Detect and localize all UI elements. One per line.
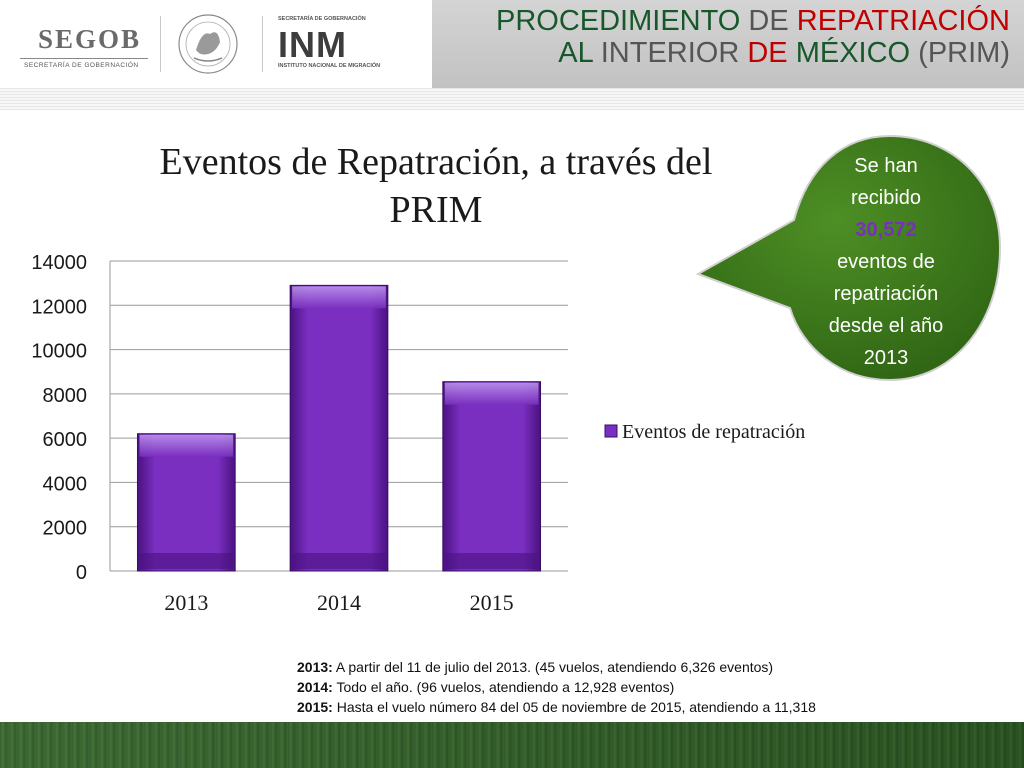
logo-divider xyxy=(160,16,161,72)
slide-title-segment: AL xyxy=(558,37,601,69)
segob-logo-subtitle: SECRETARÍA DE GOBERNACIÓN xyxy=(24,62,139,69)
callout-line: Se han xyxy=(854,155,918,177)
segob-logo: SEGOB SECRETARÍA DE GOBERNACIÓN xyxy=(20,18,150,70)
footer-band xyxy=(0,722,1024,768)
inm-logo-top: SECRETARÍA DE GOBERNACIÓN xyxy=(278,16,366,22)
slide-title-segment: DE xyxy=(748,5,797,37)
chart-title: Eventos de Repatración, a través del PRIM xyxy=(160,141,713,231)
y-tick-label: 2000 xyxy=(43,518,88,540)
header-stripe xyxy=(0,88,1024,110)
callout-line: desde el año xyxy=(828,315,944,337)
header: SEGOB SECRETARÍA DE GOBERNACIÓN SECRETAR… xyxy=(0,0,1024,88)
bar-group xyxy=(136,433,236,572)
bar-chart: Eventos de Repatración, a través del PRIM… xyxy=(31,141,805,615)
bar-base-shade xyxy=(292,553,386,569)
y-tick-label: 0 xyxy=(76,562,87,584)
bar-base-shade xyxy=(444,553,539,569)
inm-logo-text: INM xyxy=(278,24,347,65)
callout-text: Se han recibido 30,572 eventos de repatr… xyxy=(798,150,974,374)
note-text: Hasta el vuelo número 84 del 05 de novie… xyxy=(332,699,816,715)
y-tick-label: 6000 xyxy=(43,429,88,451)
bar-group xyxy=(442,381,542,572)
inm-logo: SECRETARÍA DE GOBERNACIÓN INM INSTITUTO … xyxy=(276,16,416,72)
note-label: 2014: xyxy=(297,679,333,695)
callout-number: 30,572 xyxy=(855,219,917,241)
chart-legend: Eventos de repatración xyxy=(604,421,805,443)
slide-title-line-1: PROCEDIMIENTO DE REPATRIACIÓN xyxy=(496,6,1010,36)
y-axis-ticks: 0 2000 4000 6000 8000 10000 12000 14000 xyxy=(31,252,87,584)
note-label: 2015: xyxy=(297,699,333,715)
legend-swatch xyxy=(604,424,618,438)
notes: 2013: A partir del 11 de julio del 2013.… xyxy=(297,657,997,717)
note-row: 2013: A partir del 11 de julio del 2013.… xyxy=(297,657,997,677)
y-tick-label: 12000 xyxy=(31,296,87,318)
legend-label: Eventos de repatración xyxy=(622,421,805,443)
note-label: 2013: xyxy=(297,659,333,675)
slide-title-segment: (PRIM) xyxy=(918,37,1010,69)
y-tick-label: 4000 xyxy=(43,473,88,495)
note-text: Todo el año. (96 vuelos, atendiendo a 12… xyxy=(332,679,675,695)
callout-line: recibido xyxy=(850,187,922,209)
chart-title-line: PRIM xyxy=(390,189,483,231)
bar-base-shade xyxy=(139,553,234,569)
segob-logo-rule xyxy=(20,58,148,59)
callout-line: eventos de xyxy=(837,251,935,273)
y-tick-label: 8000 xyxy=(43,385,88,407)
slide-title-box: PROCEDIMIENTO DE REPATRIACIÓN AL INTERIO… xyxy=(432,0,1024,88)
logo-area: SEGOB SECRETARÍA DE GOBERNACIÓN SECRETAR… xyxy=(0,0,432,88)
note-row: 2015: Hasta el vuelo número 84 del 05 de… xyxy=(297,697,997,717)
slide-title-segment: REPATRIACIÓN xyxy=(796,5,1010,37)
x-axis-ticks: 2013 2014 2015 xyxy=(164,590,513,615)
note-row: 2014: Todo el año. (96 vuelos, atendiend… xyxy=(297,677,997,697)
chart-bars xyxy=(136,284,542,572)
chart-title-line: Eventos de Repatración, a través del xyxy=(160,141,713,183)
mexico-seal-icon xyxy=(178,14,238,74)
callout-bubble xyxy=(695,134,1002,382)
callout-line: repatriación xyxy=(833,283,939,305)
callout-line: 2013 xyxy=(863,347,909,369)
slide-title-segment: INTERIOR xyxy=(600,37,748,69)
bar-highlight xyxy=(444,382,539,405)
bar xyxy=(442,381,542,572)
bar xyxy=(289,284,389,572)
y-tick-label: 10000 xyxy=(31,341,87,363)
x-tick-label: 2013 xyxy=(164,590,208,615)
logo-divider xyxy=(262,16,263,72)
inm-logo-bottom: INSTITUTO NACIONAL DE MIGRACIÓN xyxy=(278,63,381,69)
slide-title-line-2: AL INTERIOR DE MÉXICO (PRIM) xyxy=(558,38,1010,68)
slide-title-segment: MÉXICO xyxy=(795,37,919,69)
note-text: A partir del 11 de julio del 2013. (45 v… xyxy=(332,659,774,675)
y-tick-label: 14000 xyxy=(31,252,87,274)
segob-logo-text: SEGOB xyxy=(38,24,142,54)
bar-group xyxy=(289,284,389,572)
x-tick-label: 2014 xyxy=(317,590,361,615)
slide-title-segment: PROCEDIMIENTO xyxy=(495,5,749,37)
slide-title-segment: DE xyxy=(747,37,796,69)
bar-highlight xyxy=(139,434,234,457)
bar-highlight xyxy=(292,286,386,309)
x-tick-label: 2015 xyxy=(470,590,514,615)
